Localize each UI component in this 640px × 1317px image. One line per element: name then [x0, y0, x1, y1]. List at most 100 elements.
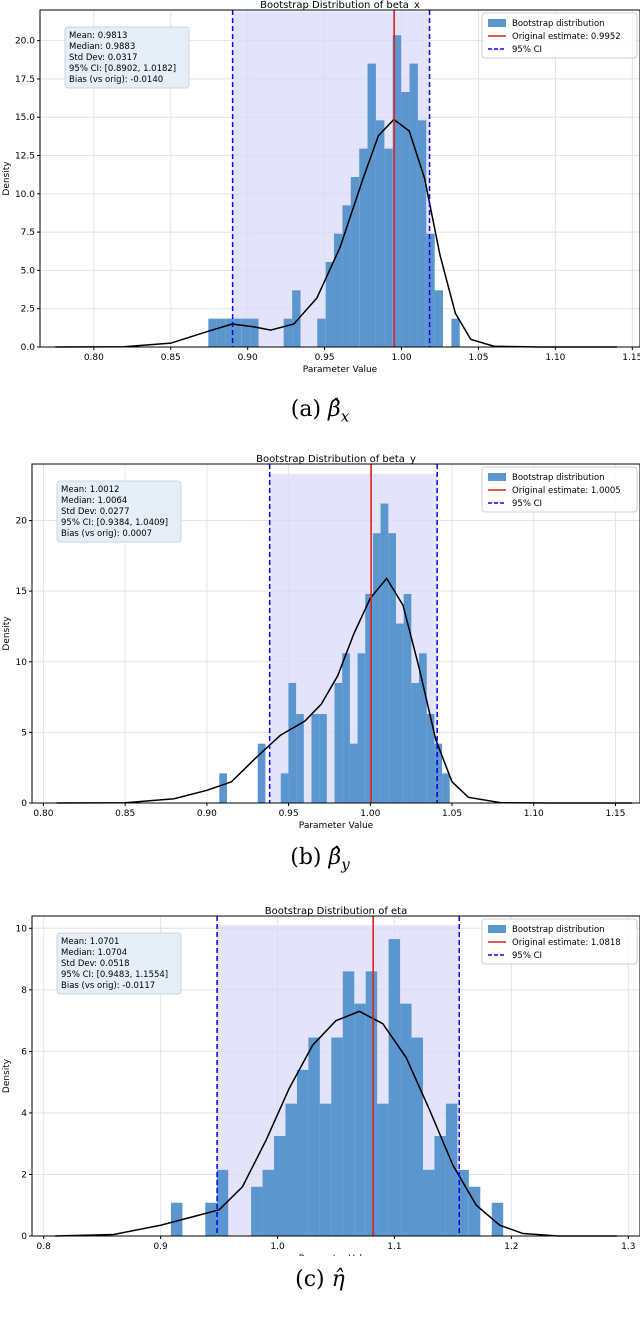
x-tick-label: 1.00 — [392, 353, 412, 363]
histogram-bar — [445, 1103, 458, 1236]
x-tick-label: 0.80 — [84, 353, 104, 363]
caption-subscript: y — [341, 855, 350, 874]
histogram-bar — [319, 714, 327, 803]
legend-swatch-bar — [488, 925, 506, 933]
histogram-bar — [311, 714, 320, 803]
caption-symbol: β̂ — [328, 397, 341, 422]
caption-prefix: (c) — [295, 1267, 325, 1292]
histogram-bar — [419, 653, 427, 803]
stats-line: Bias (vs orig): -0.0140 — [69, 75, 163, 85]
y-tick-label: 6 — [21, 1047, 27, 1057]
x-tick-label: 1.0 — [270, 1242, 285, 1252]
caption-symbol: η̂ — [331, 1267, 345, 1292]
histogram-bar — [409, 63, 418, 347]
plot-frame — [39, 9, 640, 348]
y-tick-label: 2.5 — [21, 305, 35, 315]
chart-beta-x: 0.80 0.85 0.90 0.95 1.00 1.05 1.10 1.15 0.0 2.5 5.… — [2, 0, 640, 375]
histogram-bar — [334, 233, 343, 347]
caption-b: (b) β̂y — [0, 845, 640, 873]
kde-curve — [55, 1010, 617, 1237]
chart-title: Bootstrap Distribution of beta_x — [260, 0, 420, 11]
histogram-bar — [350, 176, 360, 347]
histogram-bar — [342, 971, 355, 1236]
y-tick-label: 0.0 — [21, 343, 36, 353]
legend-entry: Original estimate: 1.0818 — [512, 938, 621, 948]
stats-line: 95% CI: [0.8902, 1.0182] — [69, 64, 176, 74]
histogram-bar — [170, 1202, 183, 1236]
y-tick-label: 20 — [16, 517, 28, 527]
legend-entry: Original estimate: 1.0005 — [512, 486, 621, 496]
y-tick-label: 10 — [16, 658, 28, 668]
legend-entry: Original estimate: 0.9952 — [512, 32, 621, 42]
histogram-bar — [411, 682, 420, 803]
histogram-bar — [401, 91, 410, 347]
x-tick-label: 1.00 — [360, 809, 380, 819]
histogram-bar — [468, 1186, 481, 1236]
legend-entry: Bootstrap distribution — [512, 925, 605, 935]
histogram-bar — [388, 939, 401, 1236]
x-tick-label: 0.9 — [153, 1242, 168, 1252]
plot-frame — [31, 463, 640, 804]
y-tick-label: 5 — [21, 728, 27, 738]
histogram-bar — [359, 148, 368, 347]
caption-c: (c) η̂ — [0, 1267, 640, 1295]
stats-line: Mean: 0.9813 — [69, 31, 127, 41]
chart-title: Bootstrap Distribution of beta_y — [256, 454, 416, 465]
x-tick-label: 1.15 — [622, 353, 640, 363]
x-axis-label: Parameter Value — [299, 1254, 374, 1256]
x-tick-label: 1.10 — [545, 353, 565, 363]
x-tick-label: 1.15 — [605, 809, 625, 819]
histogram-bar — [233, 318, 242, 347]
histogram-bar — [442, 773, 450, 803]
caption-a: (a) β̂x — [0, 397, 640, 425]
x-tick-label: 1.05 — [442, 809, 462, 819]
histogram-bar — [257, 743, 266, 803]
x-tick-label: 0.8 — [37, 1242, 52, 1252]
histogram-bar — [349, 743, 358, 803]
stats-line: Std Dev: 0.0277 — [61, 507, 129, 517]
y-tick-label: 15.0 — [15, 113, 35, 123]
y-tick-label: 5.0 — [21, 266, 36, 276]
histogram-bar — [384, 148, 393, 347]
y-tick-label: 20.0 — [15, 37, 35, 47]
x-axis-label: Parameter Value — [299, 821, 374, 831]
stats-line: Median: 0.9883 — [69, 42, 135, 52]
histogram-bar — [451, 318, 460, 347]
histogram-bar — [285, 1103, 297, 1236]
histogram-bar — [283, 318, 293, 347]
kde-curve — [56, 577, 632, 804]
histogram-bar — [292, 290, 301, 347]
legend-swatch-bar — [488, 19, 506, 27]
y-tick-label: 10 — [16, 924, 28, 934]
histogram-bar — [216, 1169, 229, 1236]
stats-line: Median: 1.0704 — [61, 948, 127, 958]
histogram-bar — [241, 318, 251, 347]
x-tick-label: 0.90 — [197, 809, 217, 819]
histogram-bar — [250, 318, 259, 347]
histogram-bar — [280, 773, 289, 803]
legend-entry: Bootstrap distribution — [512, 19, 605, 29]
histogram-bar — [342, 653, 350, 803]
stats-line: Bias (vs orig): 0.0007 — [61, 529, 152, 539]
histogram-bar — [403, 593, 412, 803]
histogram-bar — [388, 533, 396, 803]
y-tick-label: 7.5 — [21, 228, 35, 238]
x-tick-label: 1.1 — [387, 1242, 401, 1252]
histogram-bar — [296, 714, 304, 803]
histogram-bar — [400, 1003, 412, 1236]
histogram-bar — [380, 503, 389, 803]
histogram-bar — [367, 63, 376, 347]
legend-box — [481, 12, 638, 59]
stats-line: Median: 1.0064 — [61, 496, 127, 506]
x-tick-label: 1.2 — [504, 1242, 518, 1252]
y-tick-label: 4 — [21, 1109, 27, 1119]
histogram-bar — [325, 261, 335, 347]
histogram-bar — [288, 682, 297, 803]
stats-box — [56, 480, 182, 543]
histogram-bar — [354, 1003, 366, 1236]
stats-line: Bias (vs orig): -0.0117 — [61, 981, 155, 991]
histogram-bar — [457, 1169, 469, 1236]
legend-entry: 95% CI — [512, 951, 542, 961]
chart-eta: 0.8 0.9 1.0 1.1 1.2 1.3 0 2 4 6 8 10 Bootstrap Distr… — [2, 906, 640, 1256]
histogram-bar — [372, 533, 381, 803]
